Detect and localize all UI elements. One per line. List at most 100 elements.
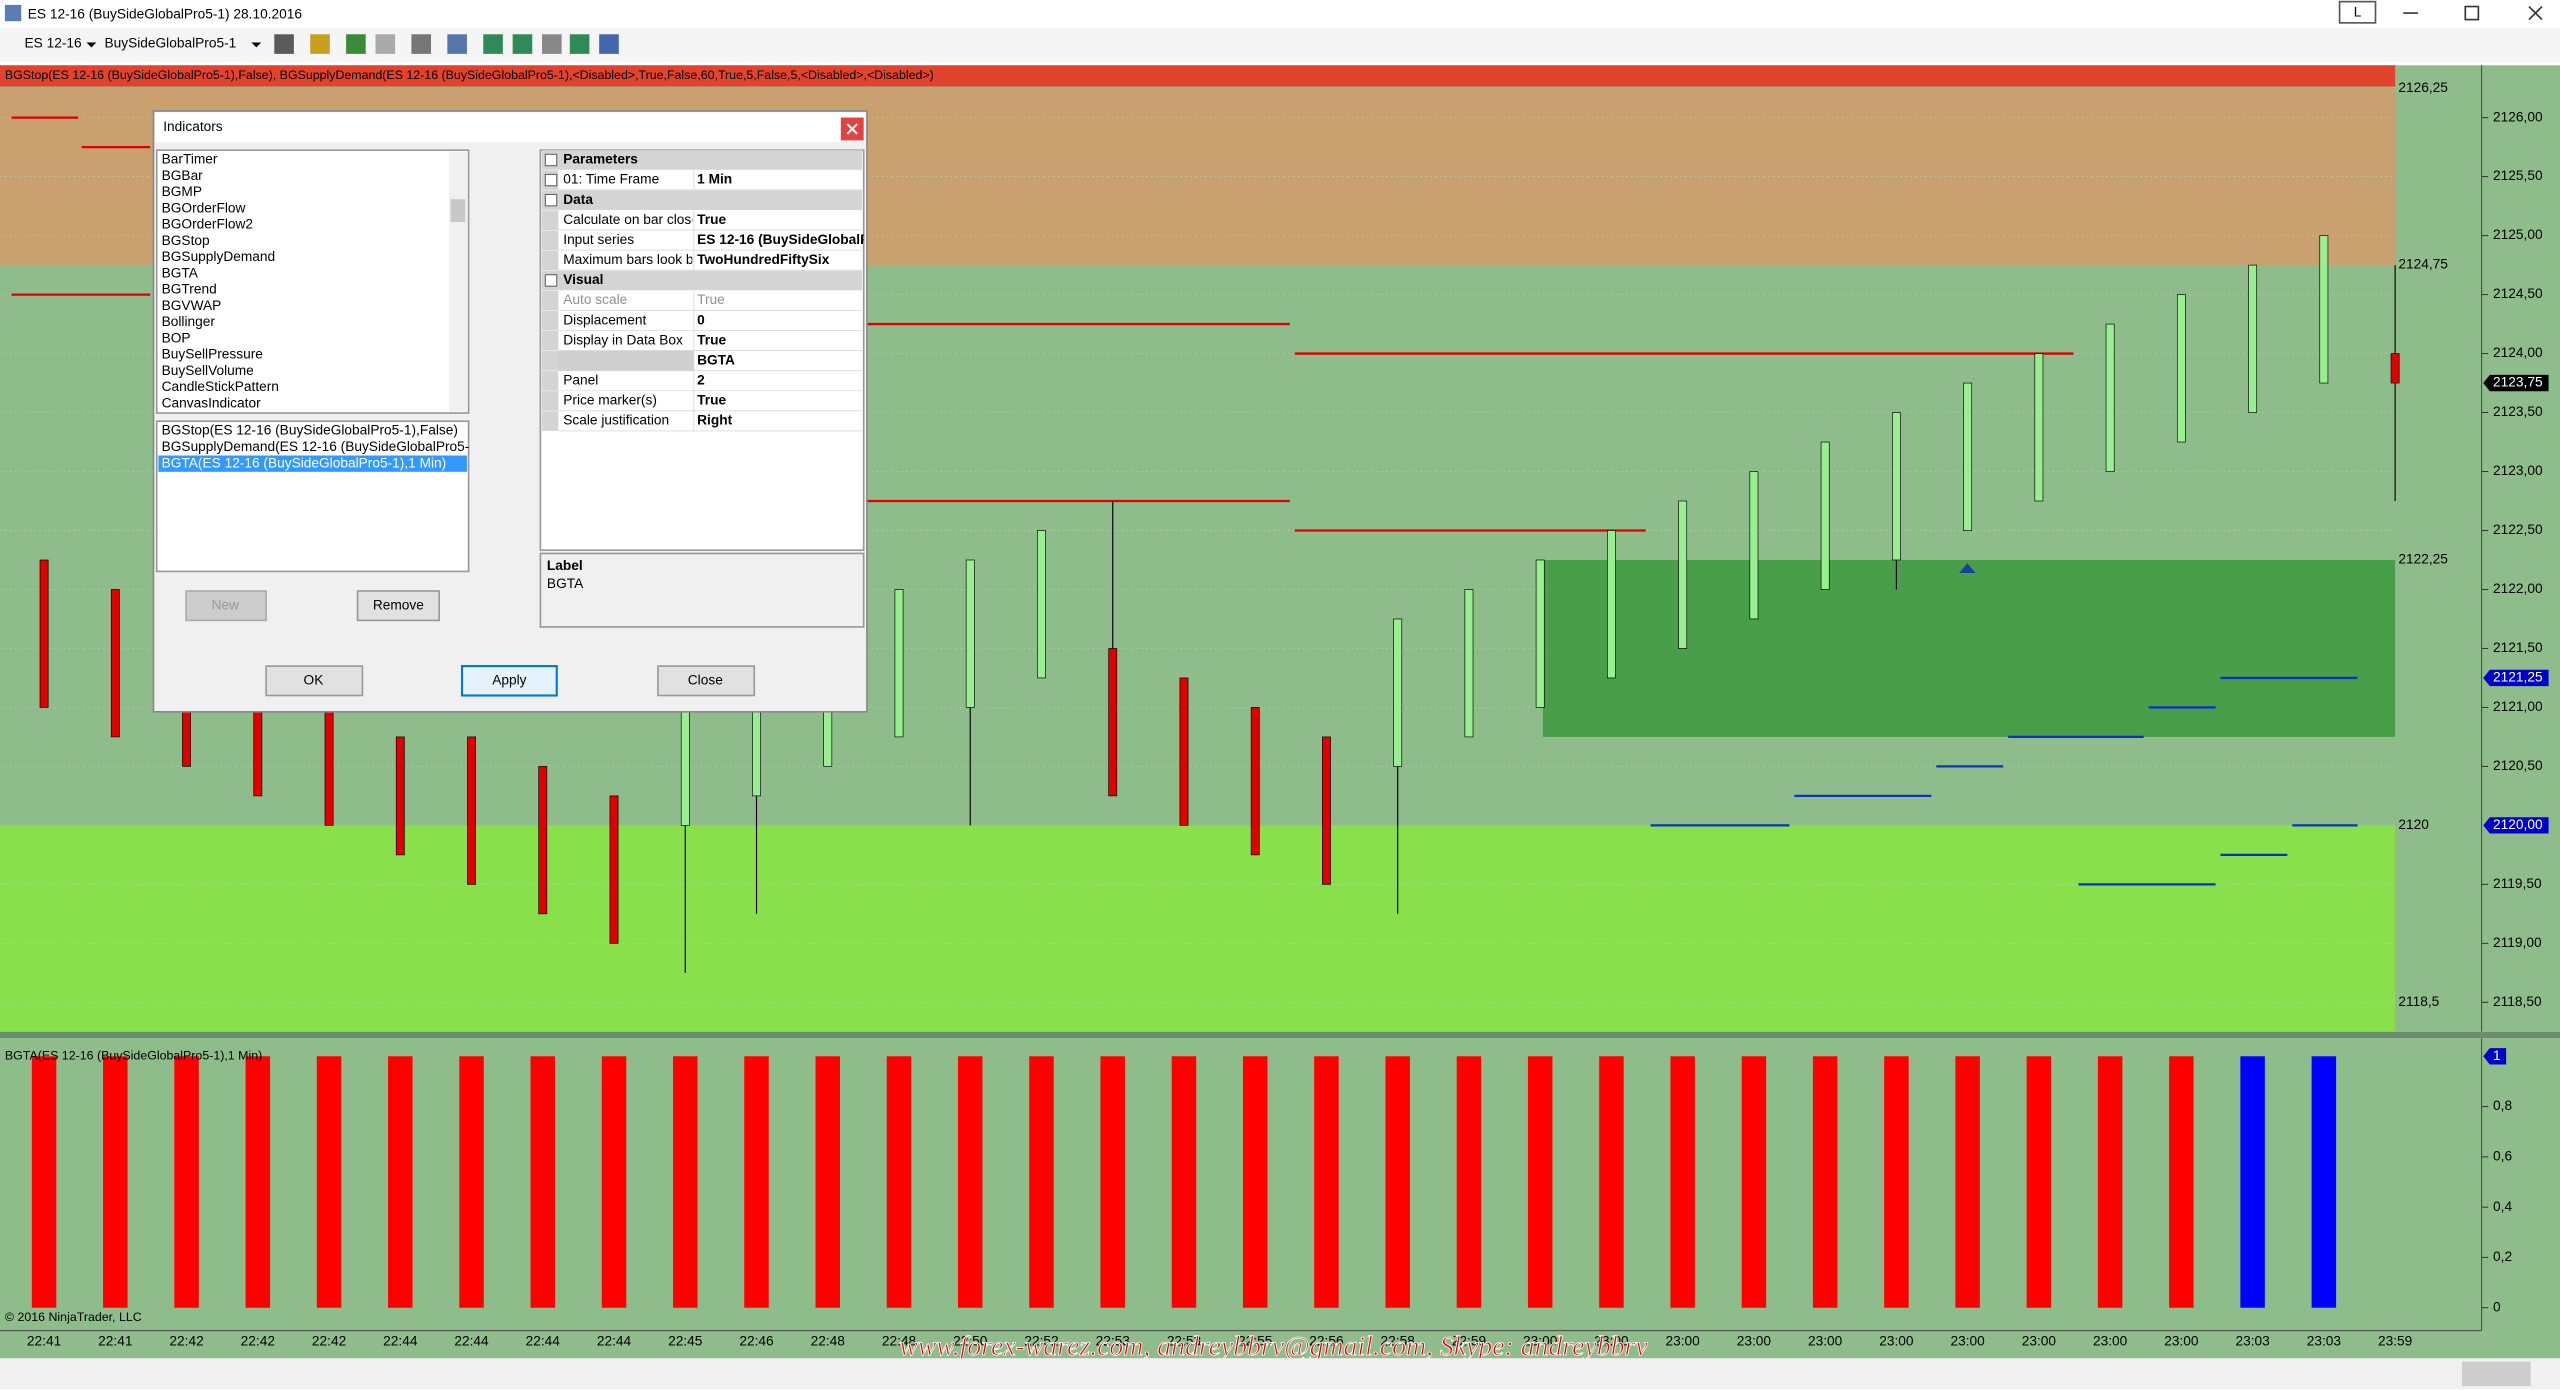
chart: 2126,00 2125,50 2125,00 2124,50 2124,00 2123,… — [0, 65, 2560, 1390]
panel-button[interactable] — [599, 34, 619, 54]
candle-body — [1678, 500, 1688, 649]
property-name: Panel — [563, 373, 598, 388]
x-tick-label: 22:42 — [169, 1334, 203, 1349]
candle-body — [2105, 323, 2115, 472]
available-item[interactable]: BGTrend — [162, 282, 217, 297]
candle-body — [1820, 441, 1830, 590]
cursor-button[interactable] — [411, 34, 432, 54]
ok-button[interactable] — [265, 665, 364, 697]
indicator-bar — [2169, 1056, 2194, 1308]
expander[interactable] — [544, 193, 558, 207]
property-value[interactable]: True — [697, 212, 726, 227]
property-value[interactable]: 2 — [697, 373, 705, 388]
indicator-bar — [245, 1056, 271, 1308]
candle-body — [538, 766, 548, 915]
indicator-bar — [815, 1056, 840, 1308]
available-item[interactable]: Bollinger — [162, 314, 216, 329]
available-item[interactable]: BGMP — [162, 184, 202, 199]
zoom-button[interactable] — [447, 34, 467, 54]
available-item[interactable]: CandleStickPattern — [162, 379, 279, 394]
list-scrollbar[interactable] — [448, 151, 467, 412]
strategy-button[interactable] — [542, 34, 562, 54]
candle-body — [2034, 353, 2044, 502]
candle-body — [324, 707, 334, 826]
y-tick-label: 0,2 — [2493, 1249, 2512, 1264]
scroll-thumb[interactable] — [450, 199, 466, 223]
indicator-bar — [2311, 1056, 2337, 1308]
available-item[interactable]: BGSupplyDemand — [162, 249, 276, 264]
property-value[interactable]: True — [697, 292, 725, 307]
dialog-title: Indicators — [163, 119, 223, 134]
account-selector[interactable]: BuySideGlobalPro5-1 — [104, 36, 236, 51]
zone-label: 2124,75 — [2398, 257, 2448, 272]
property-name: Price marker(s) — [563, 393, 657, 408]
close-window-button[interactable] — [2528, 5, 2543, 21]
draw-button[interactable] — [310, 34, 330, 54]
tool-button[interactable] — [346, 34, 366, 54]
available-item[interactable]: BGOrderFlow — [162, 200, 246, 215]
y-tick-label: 2121,50 — [2493, 640, 2543, 655]
x-tick-label: 23:00 — [2164, 1334, 2199, 1349]
chart-trader-button[interactable] — [483, 34, 503, 54]
indicator-label: BGTA(ES 12-16 (BuySideGlobalPro5-1),1 Mi… — [5, 1049, 262, 1063]
indicator-bar — [1456, 1056, 1482, 1308]
available-item[interactable]: BGStop — [162, 233, 210, 248]
x-tick-label: 22:44 — [526, 1334, 561, 1349]
property-value[interactable]: ES 12-16 (BuySideGlobalPro5-1) — [697, 232, 907, 247]
property-value[interactable]: 1 Min — [697, 172, 732, 187]
expander[interactable] — [544, 274, 558, 287]
configured-item[interactable]: BGTA(ES 12-16 (BuySideGlobalPro5-1),1 Mi… — [162, 455, 447, 470]
x-tick-label: 22:53 — [1167, 1334, 1202, 1349]
available-item[interactable]: CanvasIndicator — [162, 395, 261, 410]
available-item[interactable]: BOP — [162, 330, 191, 345]
indicator-bar — [1670, 1056, 1695, 1308]
row-gutter — [542, 250, 559, 271]
property-value[interactable]: True — [697, 332, 726, 347]
apply-button[interactable] — [460, 665, 558, 697]
horizontal-scrollbar[interactable] — [0, 1358, 2560, 1390]
bar-type-button[interactable] — [274, 34, 294, 54]
y-tick-label: 2124,50 — [2493, 286, 2543, 301]
indicator-bar — [1171, 1056, 1197, 1308]
indicator-header: BGStop(ES 12-16 (BuySideGlobalPro5-1),Fa… — [5, 68, 934, 82]
tool-button[interactable] — [375, 34, 396, 54]
configured-item[interactable]: BGStop(ES 12-16 (BuySideGlobalPro5-1),Fa… — [162, 423, 458, 438]
property-value[interactable]: TwoHundredFiftySix — [697, 252, 830, 267]
available-item[interactable]: BuySellVolume — [162, 363, 255, 378]
indicator-bar — [744, 1056, 769, 1308]
properties-button[interactable] — [569, 34, 590, 54]
row-gutter — [542, 351, 559, 371]
property-value[interactable]: True — [697, 393, 726, 408]
available-item[interactable]: BGBar — [162, 168, 204, 183]
available-item[interactable]: BGOrderFlow2 — [162, 217, 253, 232]
configured-list[interactable] — [155, 420, 470, 573]
y-tick-label: 2124,00 — [2493, 345, 2543, 360]
available-item[interactable]: BGVWAP — [162, 298, 222, 313]
property-value[interactable]: 0 — [697, 312, 705, 327]
available-item[interactable]: BuySellPressure — [162, 347, 264, 362]
maximize-button[interactable] — [2464, 5, 2480, 21]
available-item[interactable]: BarTimer — [162, 152, 218, 167]
close-button[interactable] — [657, 665, 756, 697]
available-item[interactable]: BGTA — [162, 265, 199, 280]
window-tab-button[interactable] — [2338, 0, 2377, 24]
instrument-selector[interactable]: ES 12-16 — [24, 36, 82, 51]
signal-triangle — [1959, 563, 1976, 574]
new-button-label: New — [212, 597, 240, 612]
available-list[interactable] — [155, 149, 470, 414]
y-tick-label: 2122,50 — [2493, 522, 2543, 537]
indicator-button[interactable] — [512, 34, 533, 54]
candle-body — [1108, 648, 1118, 797]
category-label: Visual — [563, 272, 603, 287]
expander[interactable] — [544, 173, 558, 187]
candle-body — [2248, 264, 2258, 413]
property-value[interactable]: Right — [697, 413, 732, 428]
dropdown-arrow — [251, 42, 262, 48]
x-tick-label: 22:48 — [882, 1334, 917, 1349]
configured-item[interactable]: BGSupplyDemand(ES 12-16 (BuySideGlobalPr… — [162, 439, 486, 454]
expander[interactable] — [544, 153, 558, 167]
remove-button[interactable] — [356, 590, 440, 622]
property-value[interactable]: BGTA — [697, 352, 735, 367]
scroll-thumb[interactable] — [2462, 1361, 2531, 1387]
indicator-bar — [2097, 1056, 2123, 1308]
